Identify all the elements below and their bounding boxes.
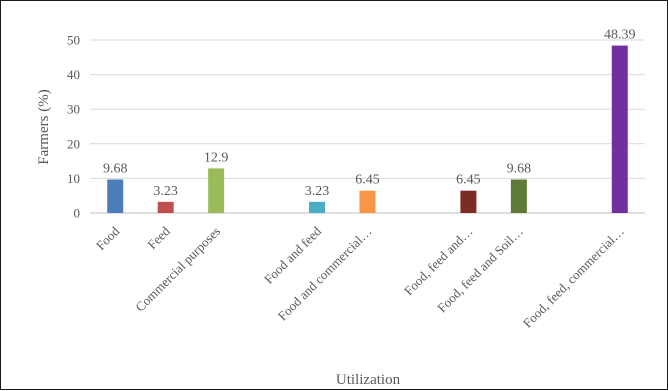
x-axis-label: Utilization (336, 372, 401, 388)
data-labels: 9.68 3.23 12.9 3.23 6.45 6.45 9.68 48.39 (103, 28, 636, 199)
y-tick-label: 10 (67, 171, 80, 186)
y-axis-label: Farmers (%) (36, 89, 52, 164)
bar (359, 190, 376, 213)
y-tick-label: 50 (67, 33, 80, 48)
bar (157, 201, 174, 213)
gridlines (90, 39, 645, 214)
data-label: 12.9 (204, 150, 229, 165)
bar (510, 179, 527, 213)
data-label: 9.68 (507, 162, 532, 177)
data-label: 3.23 (305, 184, 330, 199)
bar (208, 168, 225, 213)
data-label: 3.23 (153, 184, 178, 199)
y-tick-label: 30 (67, 102, 80, 117)
x-category-label: Food, feed and Soil… (434, 224, 526, 316)
x-category-label: Food (93, 223, 123, 253)
bar (460, 190, 477, 213)
data-label: 6.45 (456, 173, 481, 188)
y-tick-label: 0 (74, 206, 81, 221)
bar (107, 179, 124, 213)
bar (309, 201, 326, 213)
y-tick-label: 40 (67, 67, 80, 82)
y-tick-label: 20 (67, 136, 80, 151)
x-category-label: Feed (144, 223, 173, 252)
bar (611, 45, 628, 213)
data-label: 9.68 (103, 162, 128, 177)
x-category-label: Food, feed, commercial… (520, 224, 627, 331)
bars (107, 45, 628, 213)
y-tick-labels: 0 10 20 30 40 50 (67, 33, 80, 221)
x-category-label: Food and commercial… (275, 224, 375, 324)
data-label: 48.39 (604, 28, 636, 43)
data-label: 6.45 (355, 173, 380, 188)
x-category-label: Commercial purposes (132, 224, 223, 315)
